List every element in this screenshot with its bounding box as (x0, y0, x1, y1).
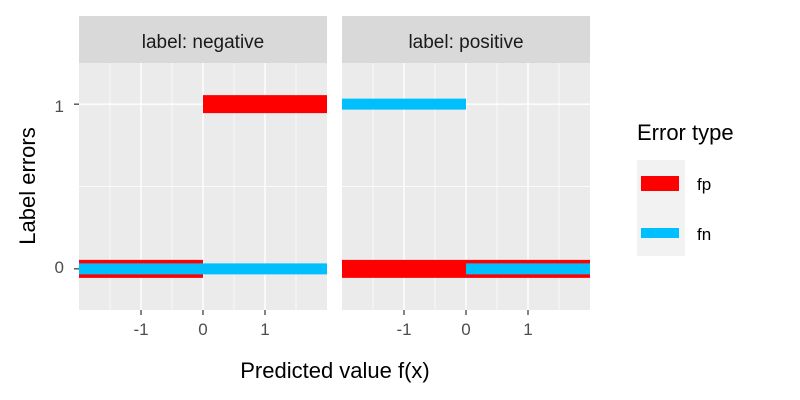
legend-key-fn (641, 228, 679, 238)
facet-panel-negative: label: negative -1 0 1 (74, 16, 327, 339)
facet-strip-label: label: negative (142, 32, 265, 53)
legend-label-fn: fn (697, 225, 711, 244)
x-axis-title: Predicted value f(x) (240, 358, 430, 383)
legend: Error type fp fn (637, 120, 734, 256)
x-tick-label: 0 (198, 320, 207, 339)
x-tick-label: -1 (396, 320, 411, 339)
x-tick-label: 1 (260, 320, 269, 339)
facet-strip-label: label: positive (408, 32, 523, 53)
legend-label-fp: fp (697, 175, 711, 194)
facet-strip (342, 16, 590, 63)
x-tick-label: 0 (461, 320, 470, 339)
y-tick-label-1: 1 (55, 97, 64, 116)
x-tick-label: -1 (133, 320, 148, 339)
x-tick-label: 1 (523, 320, 532, 339)
legend-title: Error type (637, 120, 734, 145)
y-tick-label-0: 0 (55, 258, 64, 277)
panels-layer: label: negative -1 0 1 label: positive -1 0 1 (74, 16, 590, 339)
legend-panel (637, 160, 685, 256)
y-axis-title: Label errors (15, 127, 40, 244)
facet-panel-positive: label: positive -1 0 1 (342, 16, 590, 339)
legend-key-fp (641, 176, 679, 191)
facet-strip (79, 16, 327, 63)
